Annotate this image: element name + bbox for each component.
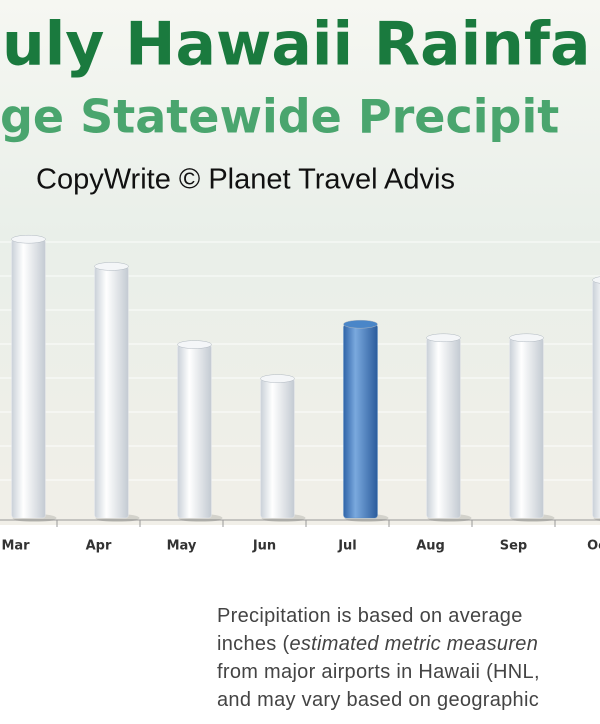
chart-subtitle: ge Statewide Precipit [0,90,559,144]
x-tick-label: Oc [587,539,600,554]
note-line: from major airports in Hawaii (HNL, [217,661,540,683]
copyright: CopyWrite © Planet Travel Advis [36,164,455,196]
bar-cap [260,374,295,383]
bar [509,337,544,519]
chart-title: uly Hawaii Rainfa [2,10,591,80]
bar-cap [509,333,544,343]
bar-cap [177,340,212,349]
bar-cap [94,262,129,271]
x-tick-label: Aug [416,539,445,554]
note-line: Precipitation is based on average [217,605,523,627]
x-tick-label: Jun [252,539,276,554]
x-tick-label: Mar [1,539,30,554]
bar-cap [343,319,378,329]
x-tick-label: Jul [337,539,357,554]
note-line: and may vary based on geographic [217,689,539,711]
note-text: Precipitation is based on average [217,605,523,627]
bar [11,238,46,519]
x-tick-label: May [167,539,197,554]
x-tick-label: Sep [500,539,528,554]
bar [94,265,129,519]
bar [260,378,295,519]
x-tick-label: Apr [86,539,112,554]
note-line: inches (estimated metric measuren [217,633,538,655]
bar [592,279,600,519]
bar [177,344,212,519]
note-text: and may vary based on geographic [217,689,539,711]
bar [426,337,461,519]
bar-cap [592,276,600,284]
bar-cap [426,333,461,343]
note-text: from major airports in Hawaii (HNL, [217,661,540,683]
note-text: estimated metric measuren [289,633,538,655]
note-text: inches ( [217,633,289,655]
bar-cap [11,234,46,244]
bar [343,323,378,519]
